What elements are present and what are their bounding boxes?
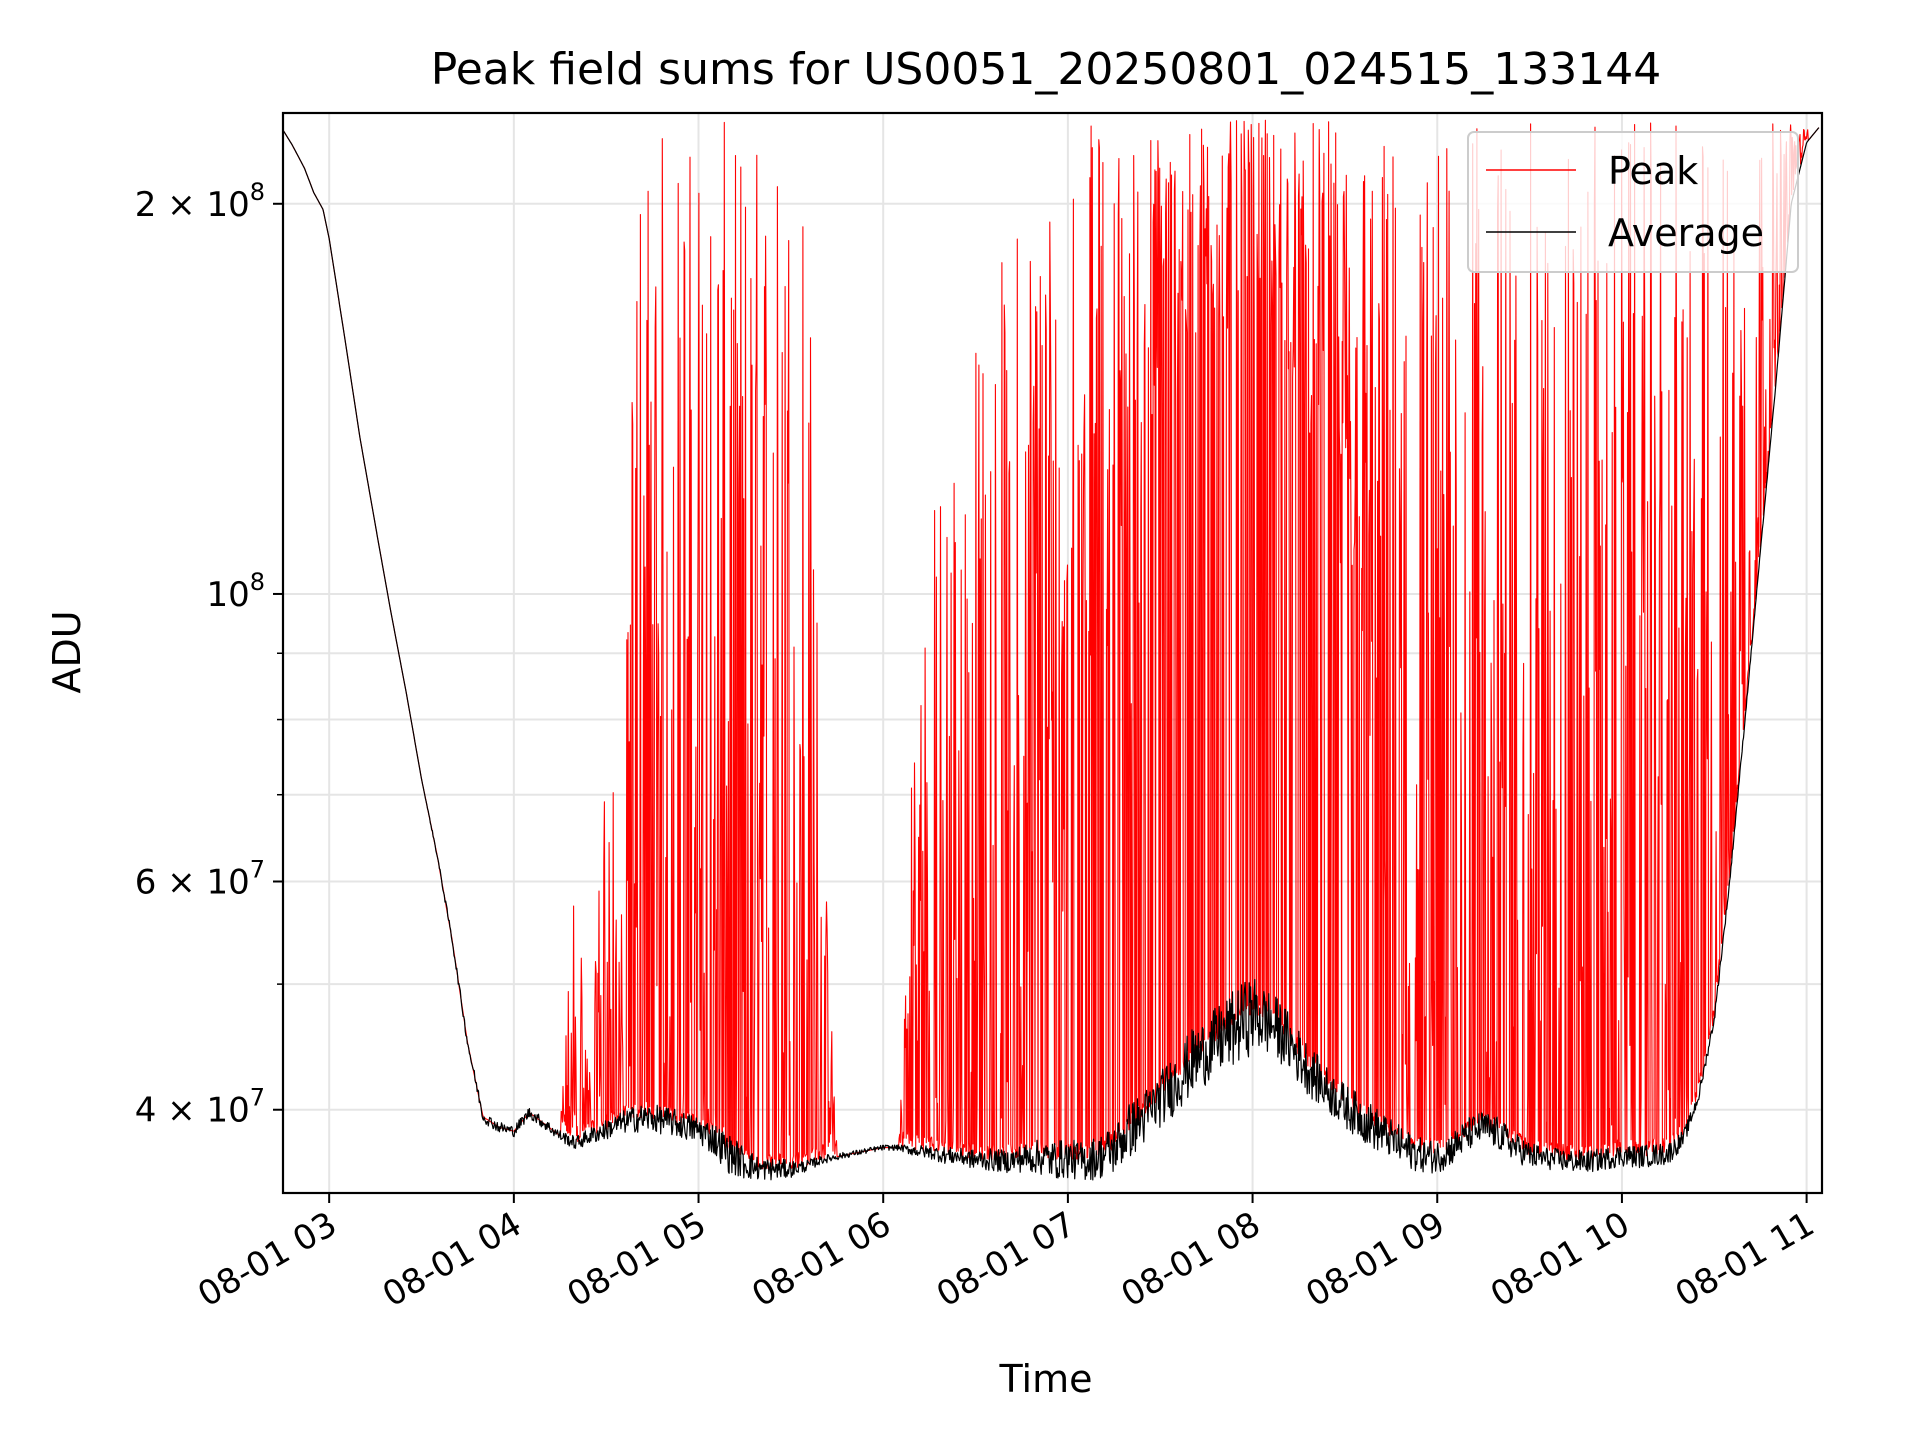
average-line: [282, 127, 1820, 1181]
y-tick-label-exponent: 7: [250, 1084, 265, 1112]
y-tick-label-base: 2 × 10: [135, 185, 250, 225]
y-tick-label-base: 4 × 10: [135, 1091, 250, 1131]
y-tick-label-exponent: 8: [250, 178, 265, 206]
y-tick-label: 2 × 108: [135, 178, 265, 225]
legend-label-peak: Peak: [1608, 149, 1698, 193]
average-series-layer: [282, 127, 1820, 1181]
y-tick-label: 6 × 107: [135, 855, 265, 902]
y-tick-label-base: 10: [206, 575, 249, 615]
y-tick-label-base: 6 × 10: [135, 862, 250, 902]
y-tick-label: 4 × 107: [135, 1084, 265, 1131]
y-tick-label-exponent: 8: [250, 568, 265, 596]
legend: Peak Average: [1467, 131, 1799, 273]
y-tick-label-exponent: 7: [250, 855, 265, 883]
chart-title: Peak field sums for US0051_20250801_0245…: [431, 44, 1661, 95]
y-axis-label: ADU: [45, 610, 89, 693]
legend-label-average: Average: [1608, 211, 1764, 255]
legend-box: [1467, 131, 1799, 273]
y-tick-label: 108: [206, 568, 265, 615]
x-axis-label: Time: [999, 1357, 1093, 1401]
